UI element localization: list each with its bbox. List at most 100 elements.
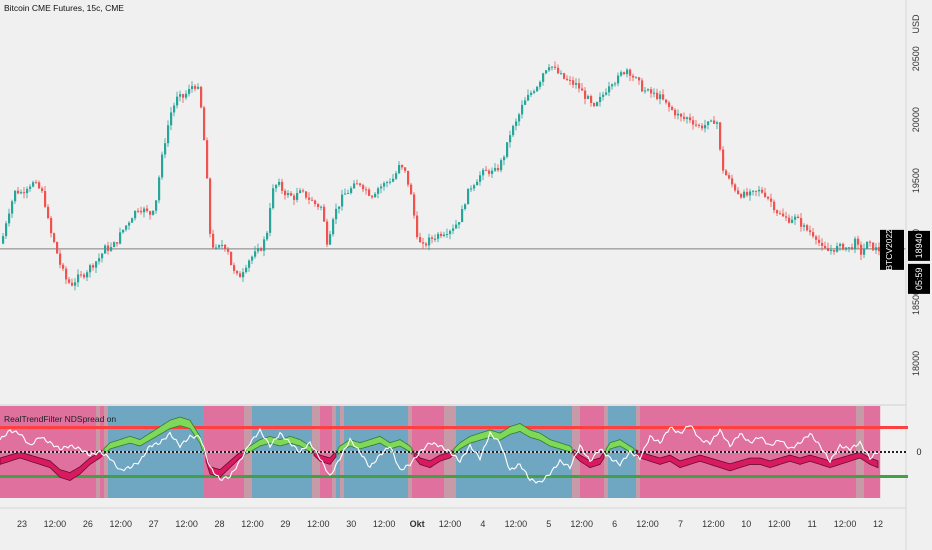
candle-body (527, 94, 530, 101)
candle-body (215, 247, 218, 249)
candle-body (587, 96, 590, 99)
time-tick-label: 12:00 (110, 519, 133, 529)
candle-body (566, 78, 569, 80)
ribbon-up-segment (453, 423, 573, 456)
candle-body (815, 236, 818, 240)
candle-body (284, 190, 287, 196)
time-tick-label: 12:00 (505, 519, 528, 529)
candle-body (680, 113, 683, 117)
candle-body (746, 191, 749, 196)
candle-body (491, 170, 494, 174)
time-tick-label: 12:00 (439, 519, 462, 529)
countdown-tag: 05:59 (914, 268, 924, 291)
candle-body (515, 121, 518, 126)
candle-body (773, 201, 776, 211)
candle-body (554, 66, 557, 68)
candle-body (11, 201, 14, 214)
time-tick-label: 30 (346, 519, 356, 529)
price-tick-label: 18000 (911, 351, 921, 376)
candle-body (56, 241, 59, 254)
candle-body (392, 178, 395, 182)
candle-body (782, 213, 785, 217)
candle-body (257, 248, 260, 252)
price-tick-label: 18500 (911, 290, 921, 315)
candle-body (170, 112, 173, 126)
indicator-pane[interactable] (0, 406, 908, 498)
candle-body (371, 195, 374, 198)
candle-body (62, 264, 65, 269)
price-pane[interactable]: BTCV2022 (0, 61, 906, 291)
candle-body (851, 247, 854, 250)
candle-body (455, 224, 458, 229)
time-axis[interactable]: 23 12:00 26 12:00 27 12:00 28 12:00 29 12:00 30 12:… (0, 507, 906, 529)
candle-body (767, 196, 770, 199)
candle-body (467, 188, 470, 205)
candle-body (599, 96, 602, 103)
candle-body (608, 86, 611, 93)
time-tick-label: 7 (678, 519, 683, 529)
candle-body (419, 237, 422, 243)
candle-body (380, 186, 383, 189)
candle-body (524, 100, 527, 105)
candle-body (200, 86, 203, 108)
candle-body (395, 173, 398, 179)
candle-body (71, 282, 74, 286)
candle-body (695, 124, 698, 126)
candle-body (203, 107, 206, 141)
candle-body (422, 242, 425, 244)
candle-body (194, 86, 197, 89)
candle-body (278, 181, 281, 185)
candle-body (2, 236, 5, 244)
candle-body (266, 232, 269, 240)
candle-body (830, 249, 833, 252)
candle-body (716, 122, 719, 124)
candle-body (764, 192, 767, 197)
candle-body (218, 245, 221, 248)
price-tick-label: 20000 (911, 107, 921, 132)
candle-body (302, 190, 305, 192)
candle-body (452, 228, 455, 231)
candle-body (80, 274, 83, 276)
candle-body (848, 247, 851, 249)
candle-body (113, 242, 116, 248)
candle-body (35, 182, 38, 184)
candle-body (224, 244, 227, 250)
candle-body (710, 120, 713, 122)
candle-body (836, 245, 839, 252)
price-axis[interactable]: USD 205002000019500190001850018000189400… (905, 0, 930, 550)
candle-body (401, 164, 404, 168)
candle-body (134, 210, 137, 219)
candle-body (791, 219, 794, 223)
candle-body (209, 178, 212, 234)
candle-body (857, 238, 860, 245)
candle-body (374, 193, 377, 198)
candle-body (404, 167, 407, 171)
candle-body (167, 125, 170, 144)
time-tick-label: 12:00 (241, 519, 264, 529)
candle-body (398, 164, 401, 174)
candle-body (641, 80, 644, 92)
candle-body (686, 117, 689, 120)
candle-body (713, 120, 716, 124)
time-tick-label: 12:00 (175, 519, 198, 529)
candle-body (845, 247, 848, 250)
candle-body (443, 234, 446, 237)
candle-body (707, 121, 710, 125)
candle-body (614, 83, 617, 85)
candle-body (89, 265, 92, 273)
candle-body (812, 232, 815, 237)
candle-body (251, 256, 254, 261)
candle-body (179, 94, 182, 97)
candle-body (335, 208, 338, 220)
candle-body (296, 192, 299, 200)
candle-body (779, 213, 782, 215)
candle-body (560, 73, 563, 75)
candle-body (581, 88, 584, 91)
candle-body (719, 122, 722, 150)
time-tick-label: 12:00 (44, 519, 67, 529)
candle-body (23, 192, 26, 194)
ribbon-down-segment (0, 449, 103, 481)
candle-body (605, 92, 608, 95)
candle-body (308, 197, 311, 200)
candle-body (518, 114, 521, 122)
